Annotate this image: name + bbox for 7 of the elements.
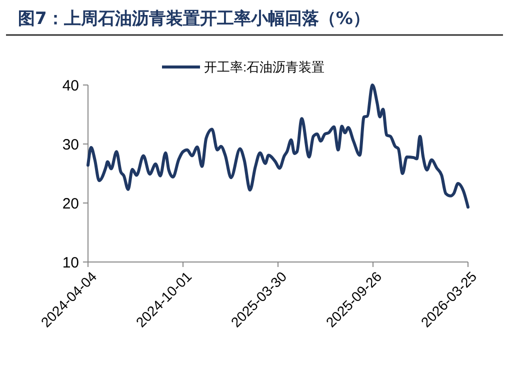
y-tick-label: 30	[62, 136, 79, 154]
y-tick-label: 40	[62, 77, 79, 94]
line-series	[86, 84, 470, 209]
legend-label: 开工率:石油沥青装置	[204, 60, 325, 75]
y-tick-label: 20	[62, 195, 79, 212]
y-tick-label: 10	[62, 254, 79, 272]
chart-title: 图7：上周石油沥青装置开工率小幅回落（%）	[18, 9, 370, 29]
